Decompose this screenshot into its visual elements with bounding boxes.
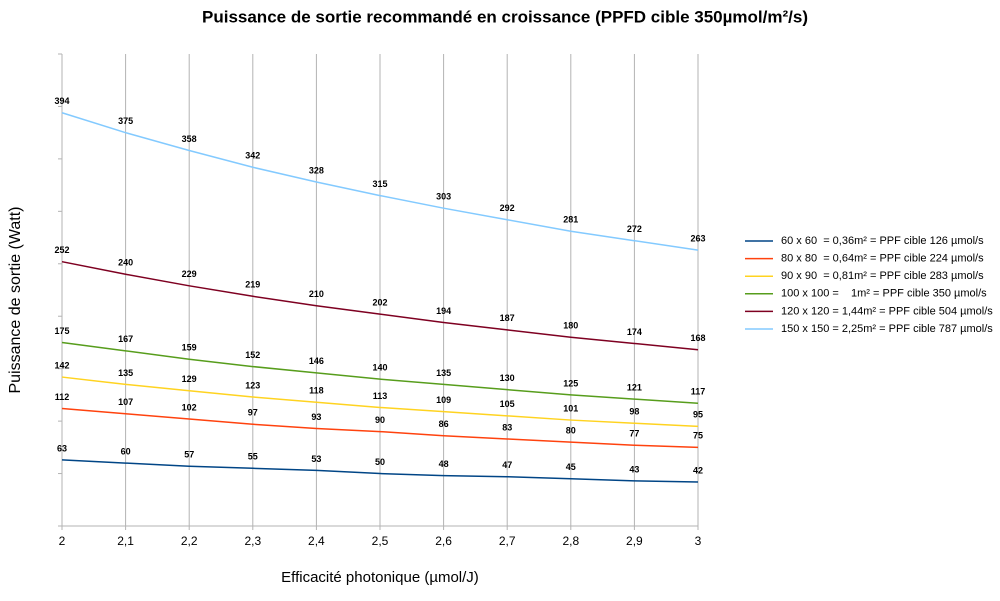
x-tick-label: 2,3 — [244, 534, 261, 548]
data-label: 90 — [375, 415, 385, 425]
data-label: 107 — [118, 397, 133, 407]
data-label: 135 — [436, 368, 451, 378]
data-label: 77 — [629, 429, 639, 439]
data-label: 118 — [309, 386, 324, 396]
x-tick-label: 2,8 — [562, 534, 579, 548]
y-axis-label: Puissance de sortie (Watt) — [7, 206, 24, 393]
legend-label: 60 x 60 = 0,36m² = PPF cible 126 µmol/s — [781, 235, 984, 247]
data-label: 112 — [55, 392, 70, 402]
data-label: 60 — [121, 446, 131, 456]
data-label: 167 — [118, 334, 133, 344]
data-label: 48 — [439, 459, 449, 469]
data-label: 93 — [311, 412, 321, 422]
data-label: 105 — [500, 399, 515, 409]
line-series — [61, 260, 699, 351]
data-label: 95 — [693, 410, 703, 420]
data-label: 109 — [436, 395, 451, 405]
x-tick-label: 2,5 — [372, 534, 389, 548]
line-series — [61, 341, 699, 405]
data-label: 98 — [629, 407, 639, 417]
data-label: 117 — [691, 387, 706, 397]
data-label: 43 — [629, 464, 639, 474]
legend-label: 80 x 80 = 0,64m² = PPF cible 224 µmol/s — [781, 253, 984, 265]
data-label: 125 — [563, 378, 578, 388]
data-label: 63 — [57, 443, 67, 453]
data-label: 152 — [245, 350, 260, 360]
line-series — [61, 112, 699, 251]
data-label: 57 — [184, 450, 194, 460]
data-label: 53 — [311, 454, 321, 464]
data-label: 263 — [690, 234, 705, 244]
data-label: 121 — [627, 382, 642, 392]
data-label: 80 — [566, 425, 576, 435]
x-tick-label: 2,9 — [626, 534, 643, 548]
data-label: 229 — [182, 269, 197, 279]
data-label: 328 — [309, 165, 324, 175]
data-label: 146 — [309, 356, 324, 366]
data-label: 281 — [563, 215, 578, 225]
legend-label: 90 x 90 = 0,81m² = PPF cible 283 µmol/s — [781, 270, 984, 282]
data-label: 240 — [118, 258, 133, 268]
x-axis-label: Efficacité photonique (µmol/J) — [281, 569, 479, 586]
x-tick-label: 2,7 — [499, 534, 516, 548]
data-label: 123 — [245, 380, 260, 390]
data-label: 75 — [693, 431, 703, 441]
data-label: 102 — [182, 402, 197, 412]
data-label: 130 — [500, 373, 515, 383]
data-label: 252 — [54, 245, 69, 255]
data-label: 83 — [502, 422, 512, 432]
data-label: 101 — [563, 403, 578, 413]
data-label: 168 — [690, 333, 705, 343]
data-label: 129 — [182, 374, 197, 384]
data-label: 219 — [245, 280, 260, 290]
data-label: 315 — [372, 179, 387, 189]
data-label: 45 — [566, 462, 576, 472]
data-label: 142 — [54, 360, 69, 370]
data-label: 159 — [182, 343, 197, 353]
data-label: 375 — [118, 116, 133, 126]
data-label: 210 — [309, 289, 324, 299]
data-label: 47 — [502, 460, 512, 470]
data-label: 292 — [500, 203, 515, 213]
data-label: 342 — [245, 151, 260, 161]
data-label: 303 — [436, 192, 451, 202]
line-series — [61, 407, 699, 449]
data-label: 50 — [375, 457, 385, 467]
data-label: 97 — [248, 408, 258, 418]
data-label: 202 — [372, 297, 387, 307]
x-tick-label: 2 — [59, 534, 66, 548]
legend-label: 120 x 120 = 1,44m² = PPF cible 504 µmol/… — [781, 305, 993, 317]
chart-title: Puissance de sortie recommandé en croiss… — [202, 7, 808, 26]
data-label: 86 — [439, 419, 449, 429]
line-series — [61, 376, 699, 428]
data-label: 42 — [693, 465, 703, 475]
data-label: 175 — [54, 326, 69, 336]
x-tick-label: 2,2 — [181, 534, 198, 548]
data-label: 180 — [563, 321, 578, 331]
legend-label: 100 x 100 = 1m² = PPF cible 350 µmol/s — [781, 288, 987, 300]
data-label: 55 — [248, 452, 258, 462]
data-label: 272 — [627, 224, 642, 234]
x-tick-label: 2,4 — [308, 534, 325, 548]
data-label: 140 — [372, 363, 387, 373]
x-tick-label: 2,6 — [435, 534, 452, 548]
data-label: 394 — [54, 96, 69, 106]
x-tick-label: 2,1 — [117, 534, 134, 548]
data-label: 113 — [373, 391, 388, 401]
line-series — [61, 459, 699, 483]
data-label: 174 — [627, 327, 642, 337]
legend-label: 150 x 150 = 2,25m² = PPF cible 787 µmol/… — [781, 323, 993, 335]
data-label: 135 — [118, 368, 133, 378]
data-label: 194 — [436, 306, 451, 316]
data-label: 358 — [182, 134, 197, 144]
data-label: 187 — [500, 313, 515, 323]
x-tick-label: 3 — [695, 534, 702, 548]
